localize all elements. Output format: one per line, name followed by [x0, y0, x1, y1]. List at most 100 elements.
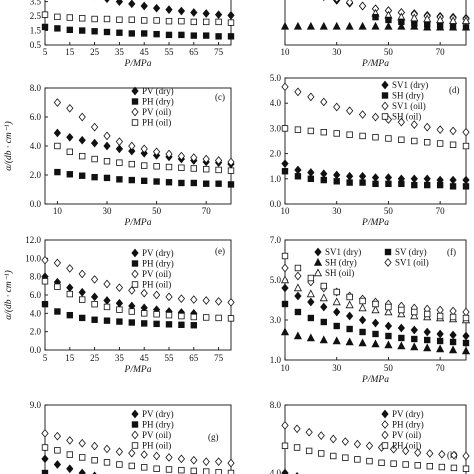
data-point — [333, 288, 340, 296]
data-point — [293, 424, 301, 434]
data-point — [307, 127, 315, 135]
data-point — [423, 122, 431, 132]
data-point — [450, 464, 458, 472]
data-point — [307, 274, 315, 282]
data-point — [436, 337, 444, 345]
data-point — [190, 455, 198, 465]
legend-entry: SH (dry) — [325, 258, 357, 268]
x-tick-label: 45 — [140, 47, 150, 57]
data-point — [385, 135, 392, 142]
data-point — [410, 174, 418, 184]
data-point — [103, 317, 111, 324]
x-tick-label: 10 — [281, 47, 291, 57]
data-point — [306, 21, 315, 30]
x-tick-label: 50 — [152, 206, 162, 216]
data-point — [411, 335, 418, 343]
data-point — [227, 297, 235, 307]
data-point — [190, 467, 197, 474]
x-tick-label: 30 — [332, 363, 342, 373]
legend: PV (dry)PH (dry)PV (oil)PH (oil) — [131, 86, 174, 128]
data-point — [398, 334, 405, 342]
data-point — [358, 315, 367, 325]
legend-marker — [313, 268, 323, 277]
data-point — [227, 157, 235, 167]
x-tick-label: 35 — [115, 47, 125, 57]
data-point — [128, 319, 135, 326]
data-point — [41, 255, 49, 265]
data-point — [397, 117, 405, 127]
chart-panel-5: 5 15 25 35 45 55 65 75 P/MPa 0.0 2.0 4.0 6.0 8.0 10.0 1… — [3, 235, 235, 375]
data-point — [449, 126, 457, 136]
x-tick-label: 15 — [65, 47, 75, 57]
data-point — [141, 177, 148, 184]
y-tick-label: 2.0 — [30, 327, 42, 337]
data-point — [449, 330, 457, 340]
plot-frame — [284, 404, 467, 474]
legend-entry: PH (dry) — [392, 420, 424, 430]
x-tick-label: 70 — [436, 47, 446, 57]
y-tick-label: 1.5 — [30, 26, 42, 36]
data-point — [190, 18, 197, 26]
data-point — [41, 11, 49, 18]
legend: PV (dry)PH (dry)PV (oil)PH (oil) — [131, 248, 174, 290]
legend-marker — [131, 421, 139, 428]
data-point — [411, 137, 418, 145]
data-point — [436, 22, 445, 31]
data-point — [66, 171, 73, 178]
data-point — [333, 178, 340, 185]
data-point — [449, 313, 457, 321]
data-point — [372, 134, 379, 141]
data-point — [66, 132, 74, 142]
data-point — [294, 264, 302, 272]
data-point — [384, 173, 393, 182]
x-axis-label: P/MPa — [361, 59, 389, 69]
data-point — [54, 168, 61, 176]
data-point — [424, 336, 431, 344]
data-point — [153, 163, 160, 170]
data-point — [190, 8, 198, 17]
panel-label: (f) — [447, 247, 456, 257]
data-point — [359, 328, 366, 336]
data-point — [305, 447, 313, 455]
legend-marker — [381, 101, 389, 111]
y-tick-label: 0.0 — [30, 345, 42, 355]
x-tick-label: 10 — [53, 206, 63, 216]
legend-entry: SH (oil) — [325, 268, 354, 278]
data-point — [227, 11, 235, 20]
data-point — [202, 457, 210, 467]
legend: SV1 (dry)SH (dry)SV1 (oil)SH (oil) — [381, 80, 428, 122]
y-tick-label: 8.0 — [270, 400, 282, 410]
data-point — [103, 131, 111, 141]
data-point — [333, 130, 340, 137]
data-point — [281, 468, 289, 474]
data-point — [91, 457, 98, 464]
data-point — [165, 466, 173, 473]
data-point — [436, 305, 444, 315]
data-point — [397, 309, 406, 318]
data-point — [384, 21, 393, 30]
data-point — [103, 444, 111, 454]
data-point — [165, 31, 173, 39]
data-point — [346, 325, 353, 333]
data-point — [78, 112, 86, 122]
data-point — [346, 131, 353, 138]
data-point — [90, 292, 99, 302]
legend-entry: PH (oil) — [142, 441, 171, 451]
x-tick-label: 50 — [384, 363, 394, 373]
x-tick-label: 50 — [384, 47, 394, 57]
data-point — [79, 296, 86, 303]
data-point — [215, 18, 222, 26]
y-tick-label: 0.5 — [30, 40, 42, 50]
data-point — [215, 33, 222, 40]
data-point — [141, 162, 148, 169]
data-point — [79, 454, 86, 461]
data-point — [461, 346, 471, 355]
x-tick-label: 15 — [65, 353, 75, 363]
data-point — [115, 447, 124, 457]
data-point — [449, 183, 457, 190]
data-point — [203, 18, 210, 26]
data-point — [372, 180, 379, 188]
y-tick-label: 4.0 — [30, 141, 42, 151]
x-axis-label: P/MPa — [361, 218, 389, 228]
data-point — [332, 336, 341, 345]
